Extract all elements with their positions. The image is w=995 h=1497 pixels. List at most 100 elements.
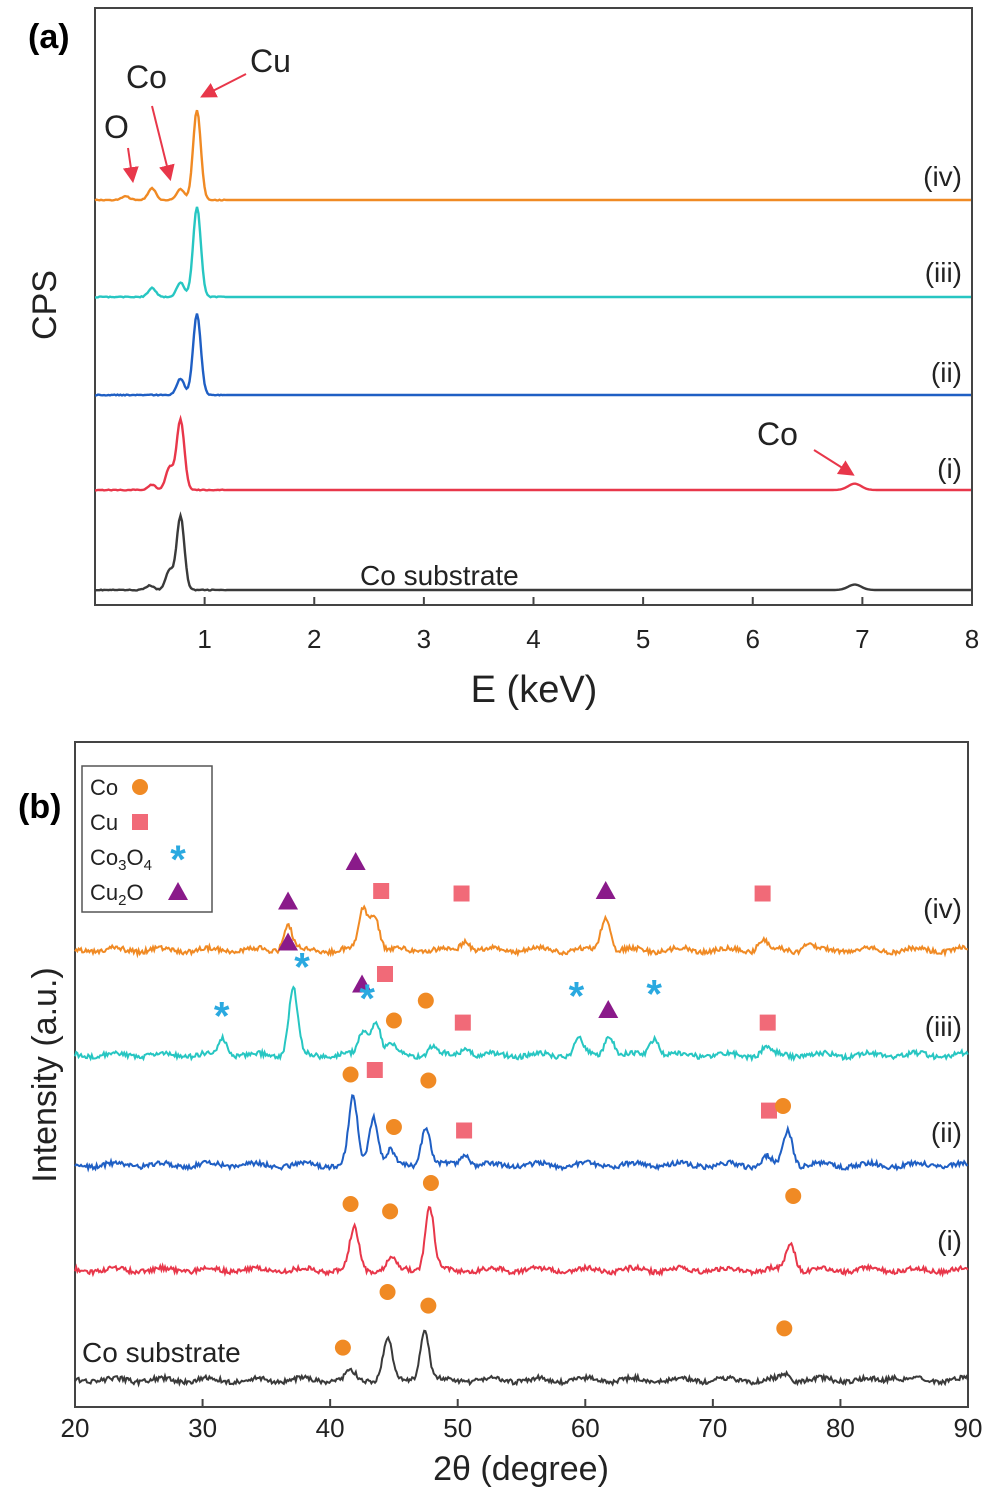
- x-tick-label-b: 40: [316, 1413, 345, 1443]
- marker-circle: [776, 1320, 793, 1337]
- marker-circle: [422, 1175, 439, 1191]
- series-line-b: [74, 985, 969, 1063]
- marker-circle: [382, 1203, 399, 1220]
- series-group-a: [94, 109, 971, 592]
- marker-circle: [385, 1012, 402, 1029]
- marker-square: [366, 1062, 383, 1078]
- marker-circle: [379, 1284, 396, 1300]
- x-tick-label-a: 6: [746, 624, 760, 654]
- marker-square: [760, 1102, 777, 1119]
- series-line-a: [94, 414, 971, 492]
- annotation-arrow-a: [122, 147, 139, 184]
- marker-triangle: [352, 974, 373, 993]
- marker-circle: [420, 1072, 437, 1089]
- series-group-b: [74, 904, 969, 1388]
- x-tick-label-b: 20: [61, 1413, 90, 1443]
- x-axis-label-a: E (keV): [471, 669, 598, 711]
- marker-star: *: [569, 975, 585, 1019]
- x-tick-label-a: 2: [307, 624, 321, 654]
- legend-label: Cu2O: [90, 880, 144, 909]
- legend-label: Co: [90, 775, 118, 800]
- series-label-b: (iii): [925, 1011, 962, 1042]
- marker-square: [754, 885, 771, 902]
- marker-star: *: [170, 838, 186, 882]
- marker-star: *: [294, 946, 310, 990]
- marker-triangle: [168, 882, 188, 900]
- series-label-b: (ii): [931, 1117, 962, 1148]
- marker-circle: [385, 1119, 402, 1135]
- series-line-b: [74, 1205, 969, 1278]
- x-tick-label-a: 1: [197, 624, 211, 654]
- series-label-a: Co substrate: [360, 560, 519, 591]
- marker-star: *: [646, 973, 662, 1017]
- marker-triangle: [278, 932, 299, 951]
- marker-circle: [417, 992, 434, 1009]
- marker-star: *: [359, 977, 375, 1021]
- marker-triangle: [278, 891, 299, 910]
- marker-circle: [775, 1098, 792, 1114]
- x-tick-label-a: 3: [417, 624, 431, 654]
- series-label-a: (iv): [923, 161, 962, 192]
- x-tick-label-a: 4: [526, 624, 540, 654]
- x-tick-label-b: 70: [698, 1413, 727, 1443]
- marker-triangle: [595, 881, 616, 899]
- marker-circle: [785, 1188, 802, 1204]
- plot-frame-a: [94, 7, 973, 606]
- marker-square: [373, 883, 390, 899]
- panel-label-b: (b): [18, 788, 61, 826]
- marker-circle: [420, 1297, 437, 1314]
- x-tick-label-b: 30: [188, 1413, 217, 1443]
- annotation-label-a: O: [104, 109, 129, 145]
- annotations-a: O Co Cu Co: [104, 43, 855, 476]
- x-ticks-a: 1 2 3 4 5 6 7 8: [197, 597, 979, 654]
- marker-star: *: [214, 995, 230, 1039]
- plot-frame-b: [74, 741, 969, 1408]
- series-label-a: (iii): [925, 257, 962, 288]
- x-tick-label-a: 8: [965, 624, 979, 654]
- marker-square: [376, 966, 393, 982]
- series-labels-a: Co substrate (i) (ii) (iii) (iv): [360, 161, 962, 591]
- x-tick-label-a: 5: [636, 624, 650, 654]
- annotation-arrow-a: [813, 449, 855, 476]
- series-label-b: (iv): [923, 893, 962, 924]
- x-tick-label-b: 60: [571, 1413, 600, 1443]
- marker-circle: [342, 1066, 359, 1083]
- x-tick-label-b: 80: [826, 1413, 855, 1443]
- marker-circle: [132, 779, 148, 795]
- panel-label-a: (a): [28, 18, 70, 56]
- series-label-a: (i): [937, 453, 962, 484]
- series-label-a: (ii): [931, 357, 962, 388]
- series-line-b: [74, 1094, 969, 1173]
- series-line-a: [94, 511, 971, 592]
- x-tick-label-b: 50: [443, 1413, 472, 1443]
- marker-square: [454, 1014, 471, 1031]
- series-line-b: [74, 904, 968, 959]
- annotation-arrow-a: [200, 73, 247, 98]
- marker-square: [132, 814, 148, 830]
- annotation-label-a: Cu: [250, 43, 291, 79]
- y-axis-label-a: CPS: [26, 270, 64, 340]
- panel-b: (b) Intensity (a.u.) 2θ (degree) 20 30 40 5…: [18, 741, 983, 1488]
- marker-square: [453, 885, 470, 902]
- x-tick-label-b: 90: [954, 1413, 983, 1443]
- x-tick-label-a: 7: [855, 624, 869, 654]
- series-line-a: [94, 313, 971, 397]
- y-axis-label-b: Intensity (a.u.): [26, 967, 64, 1182]
- marker-square: [456, 1122, 473, 1139]
- series-line-b: [74, 1329, 969, 1388]
- phase-markers-b: * * * * *: [214, 852, 802, 1356]
- marker-circle: [334, 1339, 351, 1356]
- marker-triangle: [598, 1000, 619, 1018]
- x-ticks-b: 20 30 40 50 60 70 80 90: [61, 1399, 983, 1443]
- series-line-a: [95, 206, 971, 299]
- marker-triangle: [345, 852, 366, 870]
- x-axis-label-b: 2θ (degree): [433, 1450, 609, 1488]
- marker-square: [759, 1014, 776, 1031]
- annotation-label-a: Co: [126, 59, 167, 95]
- annotation-arrow-a: [151, 105, 175, 182]
- series-labels-b: Co substrate (i) (ii) (iii) (iv): [82, 893, 962, 1368]
- series-label-b: (i): [937, 1225, 962, 1256]
- series-label-b: Co substrate: [82, 1337, 241, 1368]
